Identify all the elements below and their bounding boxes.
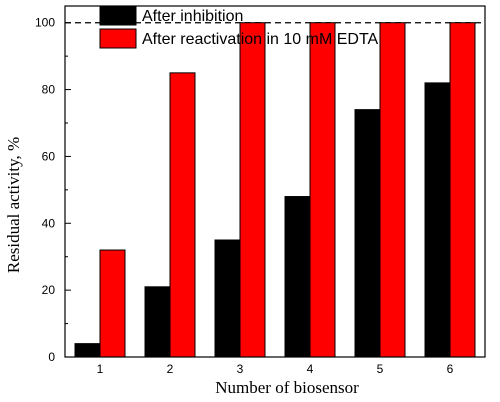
legend: After inhibition After reactivation in 10…	[99, 5, 379, 49]
x-axis-title: Number of biosensor	[215, 378, 359, 397]
legend-label: After inhibition	[142, 8, 243, 25]
y-axis-title: Residual activity, %	[4, 137, 23, 273]
bar-series1-cat-3	[214, 239, 241, 358]
y-tick-label: 60	[42, 149, 56, 163]
x-tick-label: 2	[167, 362, 174, 376]
bar-series2-cat-3	[239, 22, 266, 358]
bar-series2-cat-6	[449, 22, 476, 358]
bar-series2-cat-1	[99, 249, 126, 358]
legend-label: After reactivation in 10 mM EDTA	[142, 31, 379, 48]
bar-series2-cat-2	[169, 72, 196, 358]
legend-swatch	[99, 5, 137, 26]
plot-frame	[64, 5, 486, 358]
x-tick-label: 1	[97, 362, 104, 376]
x-tick-label: 6	[447, 362, 454, 376]
bar-series1-cat-5	[354, 109, 381, 358]
x-tick-label: 4	[307, 362, 314, 376]
y-tick-label: 20	[42, 283, 56, 297]
bar-series2-cat-4	[309, 22, 336, 358]
y-tick-label: 80	[42, 83, 56, 97]
bar-series1-cat-1	[74, 343, 101, 358]
bar-series1-cat-4	[284, 196, 311, 358]
y-tick-label: 40	[42, 216, 56, 230]
y-tick-label: 0	[48, 350, 55, 364]
bar-series2-cat-5	[379, 22, 406, 358]
y-tick-label: 100	[35, 16, 55, 30]
legend-swatch	[99, 28, 137, 49]
x-tick-label: 5	[377, 362, 384, 376]
bar-series1-cat-2	[144, 286, 171, 358]
x-tick-label: 3	[237, 362, 244, 376]
bar-series1-cat-6	[424, 82, 451, 358]
